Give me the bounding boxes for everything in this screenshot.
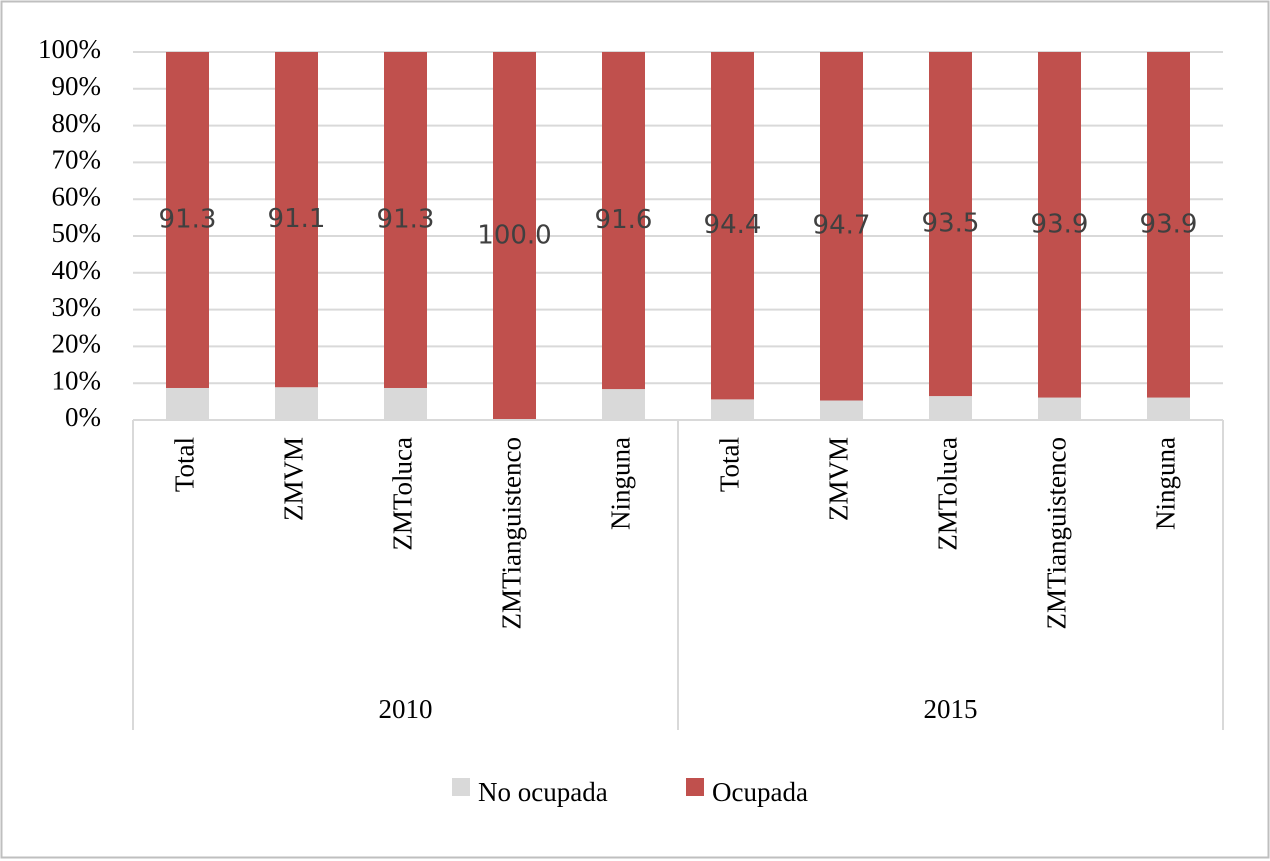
data-label: 94.4 [704, 210, 762, 240]
data-label: 93.9 [1140, 209, 1198, 239]
data-label: 93.9 [1031, 209, 1089, 239]
data-label: 100.0 [477, 221, 551, 251]
data-label: 91.1 [268, 204, 326, 234]
bar-segment [820, 400, 863, 420]
bar-segment [1147, 52, 1190, 398]
y-tick-label: 60% [52, 181, 102, 211]
y-tick-label: 20% [52, 329, 102, 359]
bar-segment [1147, 397, 1190, 420]
x-tick-label: Total [170, 437, 200, 492]
bar-segment [275, 52, 318, 388]
y-tick-label: 70% [52, 145, 102, 175]
x-tick-label: ZMVM [279, 437, 309, 521]
x-tick-label: ZMToluca [933, 437, 963, 551]
bar-segment [711, 52, 754, 400]
y-tick-label: 40% [52, 255, 102, 285]
bar-segment [820, 52, 863, 401]
bar-segment [493, 52, 536, 420]
data-label: 91.3 [377, 204, 435, 234]
x-tick-label: Ninguna [606, 437, 636, 530]
legend-label: No ocupada [478, 777, 608, 807]
legend-swatch [452, 778, 470, 796]
x-tick-label: Ninguna [1151, 437, 1181, 530]
bar-segment [275, 387, 318, 420]
y-tick-label: 90% [52, 71, 102, 101]
bar-segment [929, 396, 972, 420]
bar-segment [384, 387, 427, 420]
bar-segment [711, 399, 754, 420]
bar-segment [1038, 52, 1081, 398]
bar-segment [384, 52, 427, 388]
y-tick-label: 10% [52, 365, 102, 395]
y-tick-label: 100% [38, 34, 101, 64]
y-tick-label: 0% [65, 402, 101, 432]
bar-segment [166, 52, 209, 388]
data-label: 93.5 [922, 209, 980, 239]
bar-segment [166, 387, 209, 420]
data-label: 91.3 [159, 204, 217, 234]
y-tick-label: 50% [52, 218, 102, 248]
legend-label: Ocupada [712, 777, 808, 807]
bar-segment [1038, 397, 1081, 420]
group-label: 2010 [379, 694, 433, 724]
legend-swatch [686, 778, 704, 796]
bar-segment [602, 389, 645, 420]
data-label: 94.7 [813, 211, 871, 241]
y-tick-label: 80% [52, 108, 102, 138]
x-tick-label: Total [715, 437, 745, 492]
x-tick-label: ZMToluca [388, 437, 418, 551]
bar-segment [602, 52, 645, 390]
bar-segment [929, 52, 972, 397]
data-label: 91.6 [595, 205, 653, 235]
y-tick-label: 30% [52, 292, 102, 322]
x-tick-label: ZMTianguistenco [1042, 437, 1072, 630]
group-label: 2015 [924, 694, 978, 724]
x-tick-label: ZMTianguistenco [497, 437, 527, 630]
x-tick-label: ZMVM [824, 437, 854, 521]
